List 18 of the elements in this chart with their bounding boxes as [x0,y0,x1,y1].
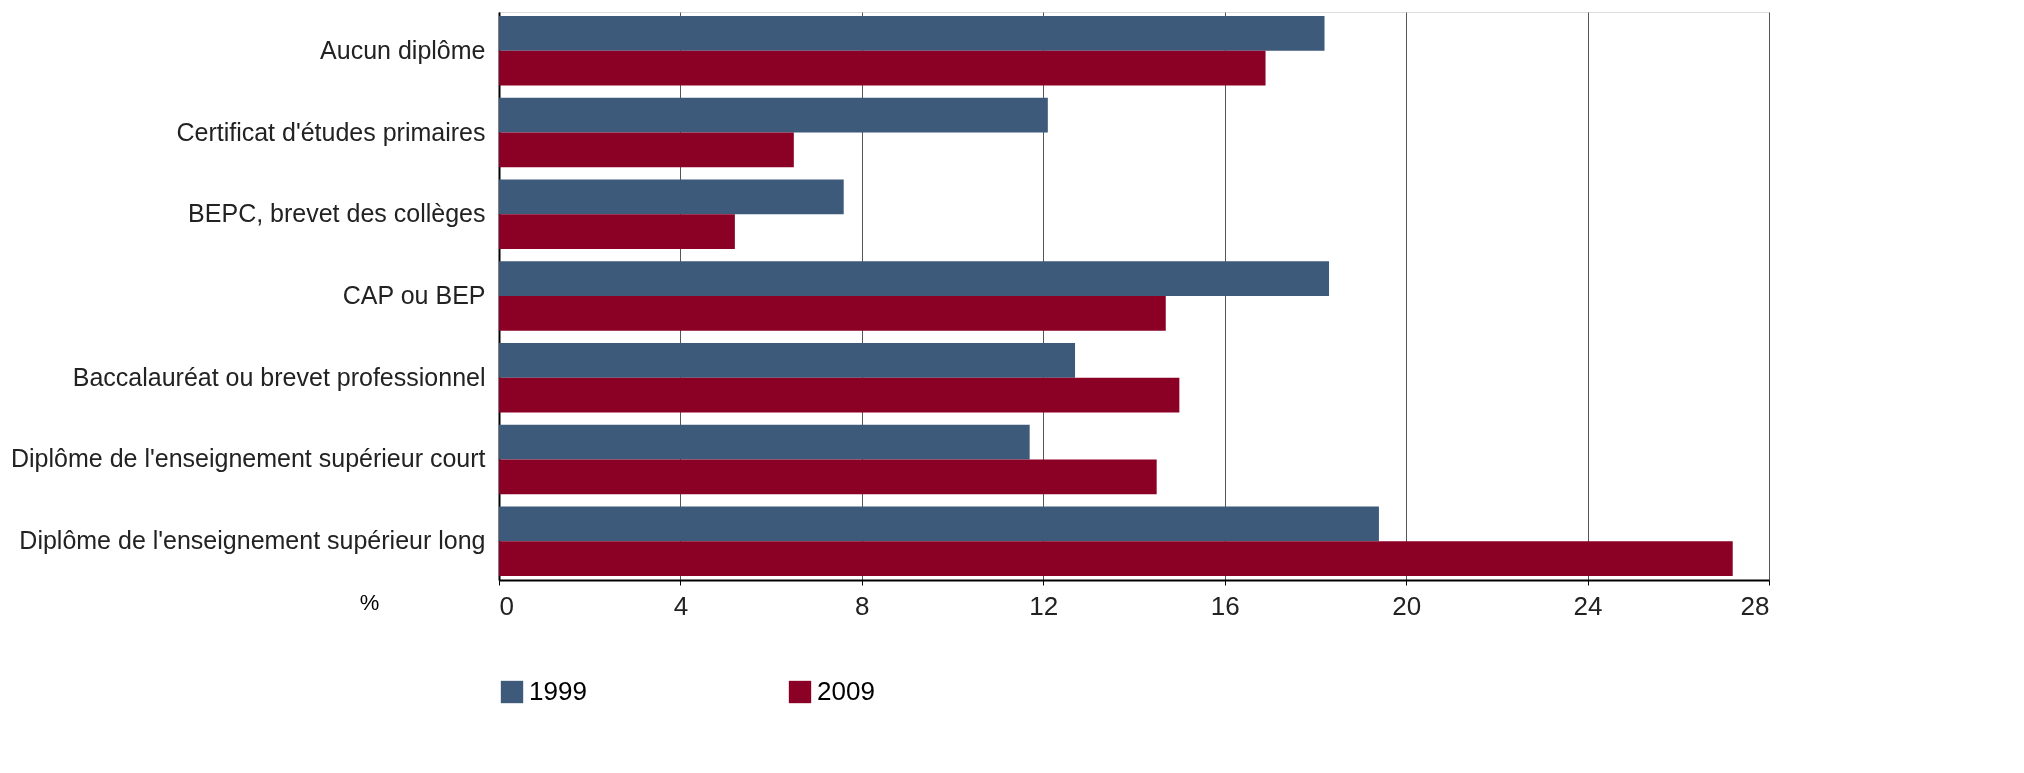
x-tick-label: 0 [499,590,514,621]
x-tick-label: 16 [1210,590,1240,621]
y-tick-label: Aucun diplôme [320,35,486,64]
y-tick-label: CAP ou BEP [342,281,486,309]
x-tick-label: 4 [673,590,689,621]
y-tick-label: Diplôme de l'enseignement supérieur court [11,444,486,473]
y-tick-label: Certificat d'études primaires [176,117,486,146]
y-tick-label: Diplôme de l'enseignement supérieur long [19,526,486,555]
x-tick-label: 8 [855,590,870,621]
x-tick-label: 20 [1392,590,1422,621]
y-tick-label: Baccalauréat ou brevet professionnel [72,362,486,391]
x-tick-label: 12 [1029,590,1059,621]
legend-label: 2009 [817,676,875,706]
y-tick-label: BEPC, brevet des collèges [188,199,486,228]
x-tick-label: 28 [1740,590,1770,621]
x-tick-label: 24 [1573,590,1603,621]
x-axis-title: % [359,589,380,615]
legend-label: 1999 [529,676,587,706]
